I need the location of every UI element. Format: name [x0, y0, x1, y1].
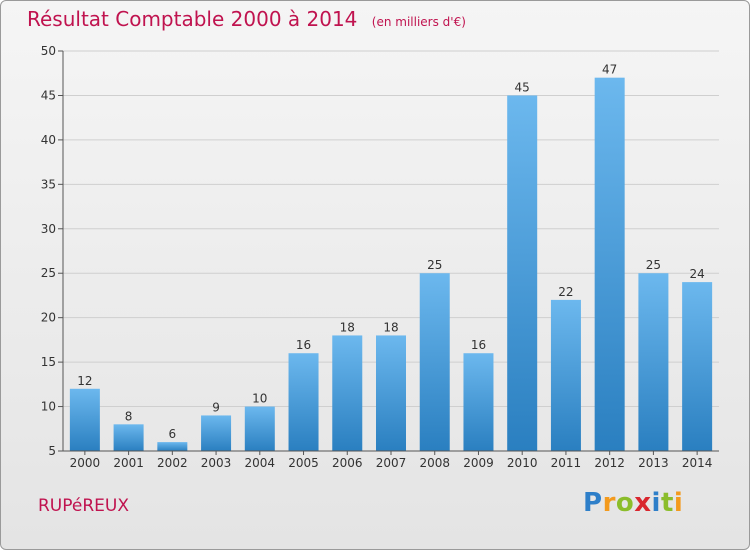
y-tick-label: 5 [48, 444, 56, 458]
x-tick-label: 2008 [419, 456, 450, 470]
x-tick-label: 2013 [638, 456, 669, 470]
y-tick-label: 20 [41, 311, 56, 325]
bar [638, 273, 669, 451]
data-label: 10 [252, 392, 267, 406]
logo-letter: i [673, 488, 684, 518]
bar [507, 95, 538, 451]
logo-letter: P [583, 488, 603, 518]
x-tick-label: 2010 [507, 456, 538, 470]
data-label: 25 [427, 258, 442, 272]
y-tick-label: 50 [41, 44, 56, 58]
data-label: 6 [169, 427, 177, 441]
bar [463, 353, 494, 451]
bar [419, 273, 450, 451]
logo-letter: t [660, 488, 674, 518]
bar [332, 335, 363, 451]
data-label: 25 [646, 258, 661, 272]
chart-subtitle: (en milliers d'€) [371, 15, 466, 29]
x-tick-label: 2003 [201, 456, 232, 470]
x-tick-label: 2004 [245, 456, 276, 470]
commune-name: RUPéREUX [38, 496, 130, 516]
y-tick-label: 30 [41, 222, 56, 236]
y-tick-label: 10 [41, 400, 56, 414]
data-label: 47 [602, 63, 617, 77]
y-tick-label: 25 [41, 266, 56, 280]
y-tick-label: 45 [41, 88, 56, 102]
bars [69, 77, 713, 452]
bar [157, 442, 188, 451]
y-tick-label: 35 [41, 177, 56, 191]
x-tick-label: 2002 [157, 456, 188, 470]
data-label: 12 [77, 374, 92, 388]
data-label: 16 [296, 338, 311, 352]
logo-letter: o [615, 488, 635, 518]
data-label: 18 [383, 320, 398, 334]
bar [69, 388, 100, 451]
bar [244, 406, 275, 451]
data-label: 9 [212, 400, 220, 414]
chart-title-text: Résultat Comptable 2000 à 2014 [27, 7, 358, 31]
data-label: 45 [515, 80, 530, 94]
x-tick-label: 2011 [551, 456, 582, 470]
bar [550, 299, 581, 451]
data-label: 18 [340, 320, 355, 334]
bar [113, 424, 144, 451]
x-tick-label: 2012 [594, 456, 625, 470]
data-label: 24 [689, 267, 704, 281]
logo-letter: i [651, 488, 661, 518]
x-tick-label: 2006 [332, 456, 363, 470]
data-label: 8 [125, 409, 133, 423]
axes [58, 50, 719, 455]
labels: 5 10 15 20 25 30 35 40 45 50 12 2000 8 2001 6 2002 9 2003… [41, 44, 713, 470]
data-label: 16 [471, 338, 486, 352]
chart-title: Résultat Comptable 2000 à 2014 (en milli… [27, 7, 466, 31]
x-tick-label: 2005 [288, 456, 319, 470]
y-tick-label: 15 [41, 355, 56, 369]
x-tick-label: 2009 [463, 456, 494, 470]
data-label: 22 [558, 285, 573, 299]
y-tick-label: 40 [41, 133, 56, 147]
bar [288, 353, 319, 451]
x-tick-label: 2000 [70, 456, 101, 470]
x-tick-label: 2007 [376, 456, 407, 470]
x-tick-label: 2014 [682, 456, 713, 470]
x-tick-label: 2001 [113, 456, 144, 470]
proxiti-logo: Proxiti [583, 488, 683, 518]
bar [682, 282, 713, 451]
bar [201, 415, 232, 451]
logo-letter: r [602, 488, 616, 518]
logo-letter: x [634, 488, 652, 518]
bar [376, 335, 406, 451]
bar [594, 77, 625, 452]
